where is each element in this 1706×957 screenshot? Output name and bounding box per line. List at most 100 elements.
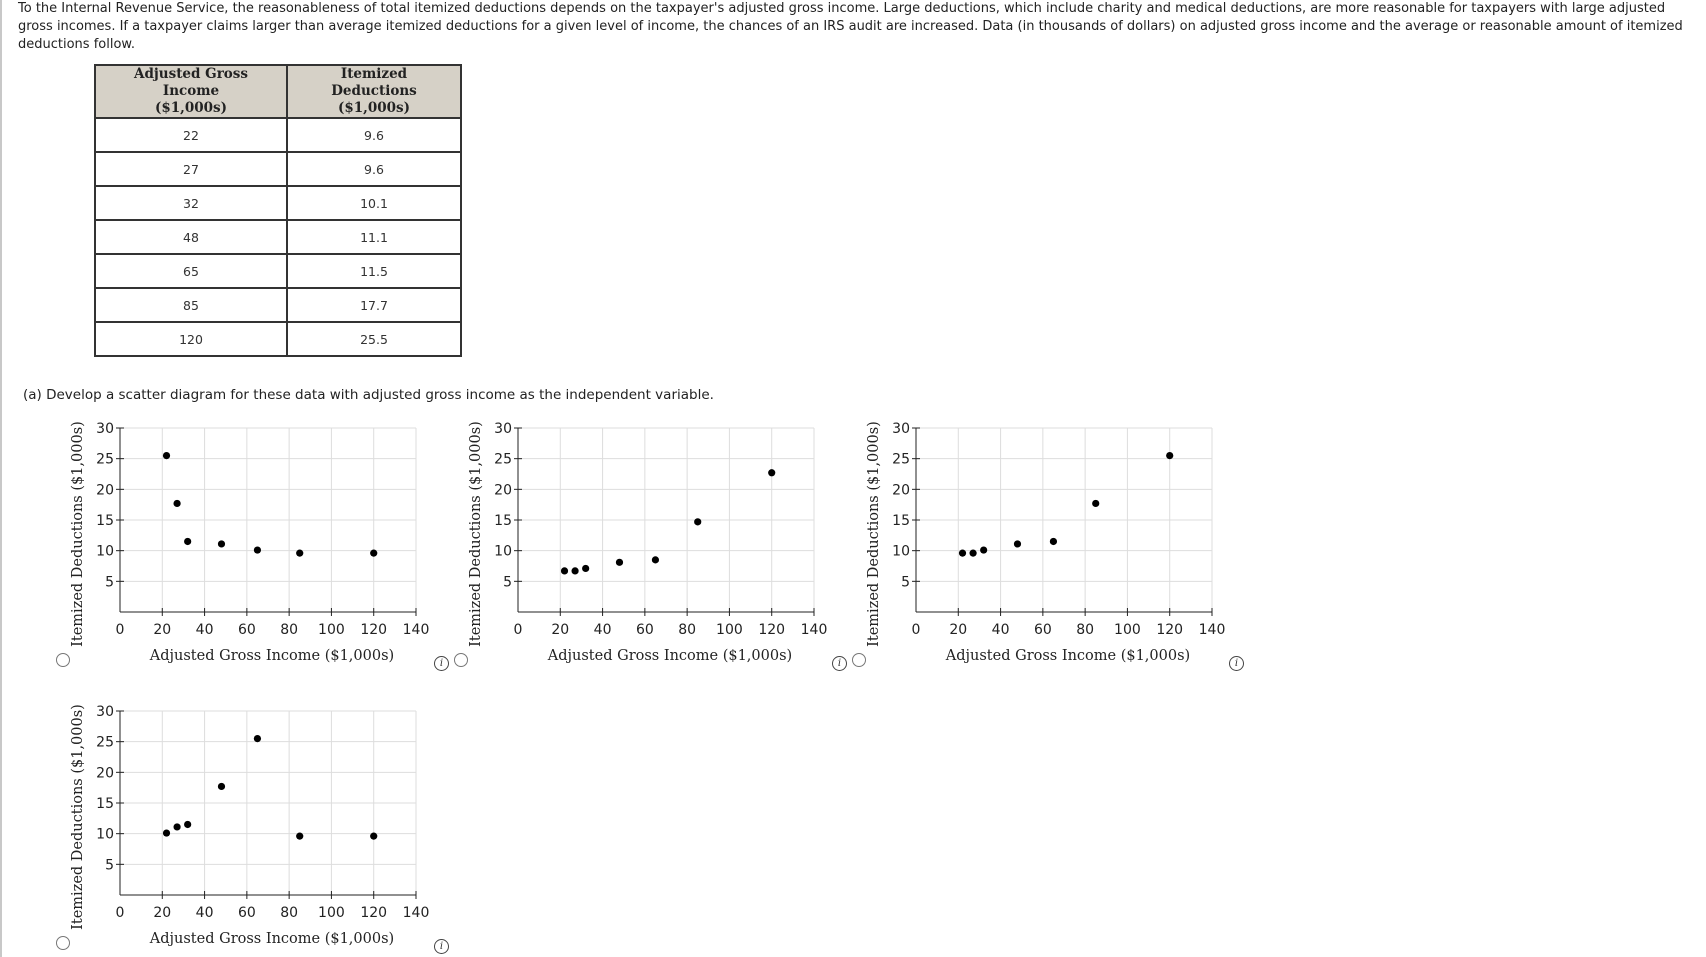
scatter-plot-option-3: 5 10 15 20 25 30 0 20 40 60 80 100 120 140 Adjusted Gr… bbox=[866, 421, 1226, 664]
data-point bbox=[1092, 499, 1100, 508]
y-axis-label: Itemized Deductions ($1,000s) bbox=[70, 704, 86, 930]
scatter-plot-option-4: 5 10 15 20 25 30 0 20 40 60 80 100 120 140 Adjusted Gr… bbox=[70, 704, 430, 947]
y-tick-label: 15 bbox=[96, 796, 114, 812]
data-point bbox=[296, 832, 304, 840]
x-tick-label: 0 bbox=[116, 905, 125, 921]
table-cell-deductions: 10.1 bbox=[286, 185, 462, 221]
x-tick-label: 0 bbox=[514, 622, 523, 638]
table-row: 32 10.1 bbox=[94, 185, 462, 221]
x-tick-label: 60 bbox=[238, 905, 256, 921]
y-tick-label: 25 bbox=[494, 452, 512, 468]
data-point bbox=[615, 558, 624, 566]
question-a-prompt: (a) Develop a scatter diagram for these … bbox=[23, 387, 714, 403]
y-tick-label: 25 bbox=[892, 452, 910, 468]
data-point bbox=[253, 735, 262, 743]
data-point bbox=[694, 518, 702, 526]
table-cell-income: 48 bbox=[94, 219, 288, 255]
table-cell-income: 65 bbox=[94, 253, 288, 289]
x-tick-label: 40 bbox=[992, 622, 1010, 638]
x-tick-label: 100 bbox=[1114, 622, 1141, 638]
y-tick-label: 5 bbox=[901, 574, 910, 590]
table-cell-income: 32 bbox=[94, 185, 288, 221]
option-2-info-icon[interactable]: i bbox=[832, 656, 847, 671]
x-axis-label: Adjusted Gross Income ($1,000s) bbox=[547, 648, 792, 664]
option-3-radio-button[interactable] bbox=[852, 653, 866, 667]
table-cell-income: 120 bbox=[94, 321, 288, 357]
left-border bbox=[0, 0, 2, 957]
y-tick-label: 30 bbox=[96, 421, 114, 437]
x-tick-label: 80 bbox=[1076, 622, 1094, 638]
option-2-radio-button[interactable] bbox=[454, 653, 468, 667]
y-tick-label: 25 bbox=[96, 735, 114, 751]
x-tick-label: 40 bbox=[196, 905, 214, 921]
table-row: 120 25.5 bbox=[94, 321, 462, 357]
data-point bbox=[173, 499, 181, 508]
data-point bbox=[184, 537, 192, 546]
x-tick-label: 60 bbox=[1034, 622, 1052, 638]
y-tick-label: 5 bbox=[105, 574, 114, 590]
table-cell-income: 27 bbox=[94, 151, 288, 187]
table-cell-deductions: 11.5 bbox=[286, 253, 462, 289]
data-point bbox=[217, 782, 226, 791]
option-1-radio-button[interactable] bbox=[56, 653, 70, 667]
option-1-info-icon[interactable]: i bbox=[434, 656, 449, 671]
table-row: 48 11.1 bbox=[94, 219, 462, 255]
table-row: 22 9.6 bbox=[94, 117, 462, 153]
x-tick-label: 140 bbox=[403, 905, 430, 921]
data-point bbox=[582, 564, 590, 573]
x-tick-label: 120 bbox=[1156, 622, 1183, 638]
x-tick-label: 120 bbox=[758, 622, 785, 638]
y-tick-label: 20 bbox=[494, 482, 512, 498]
table-cell-deductions: 11.1 bbox=[286, 219, 462, 255]
data-point bbox=[162, 829, 171, 837]
data-point bbox=[969, 549, 977, 557]
y-tick-label: 20 bbox=[892, 482, 910, 498]
x-tick-label: 20 bbox=[551, 622, 569, 638]
data-table: Adjusted Gross Income ($1,000s) Itemized… bbox=[94, 64, 462, 357]
x-tick-label: 40 bbox=[196, 622, 214, 638]
x-tick-label: 80 bbox=[280, 905, 298, 921]
data-point bbox=[253, 546, 262, 554]
y-tick-label: 30 bbox=[892, 421, 910, 437]
x-tick-label: 120 bbox=[360, 905, 387, 921]
data-point bbox=[217, 540, 226, 548]
x-tick-label: 120 bbox=[360, 622, 387, 638]
y-tick-label: 5 bbox=[503, 574, 512, 590]
y-tick-label: 15 bbox=[494, 513, 512, 529]
grid-lines bbox=[518, 427, 815, 612]
data-point bbox=[651, 556, 660, 564]
x-tick-label: 80 bbox=[678, 622, 696, 638]
grid-lines bbox=[120, 427, 417, 612]
x-tick-label: 0 bbox=[116, 622, 125, 638]
table-row: 65 11.5 bbox=[94, 253, 462, 289]
table-cell-deductions: 25.5 bbox=[286, 321, 462, 357]
x-tick-label: 80 bbox=[280, 622, 298, 638]
x-tick-label: 40 bbox=[594, 622, 612, 638]
x-tick-label: 20 bbox=[153, 622, 171, 638]
y-tick-label: 10 bbox=[96, 544, 114, 560]
y-tick-label: 10 bbox=[892, 544, 910, 560]
x-axis-label: Adjusted Gross Income ($1,000s) bbox=[945, 648, 1190, 664]
y-tick-label: 30 bbox=[96, 704, 114, 720]
data-point bbox=[184, 820, 192, 829]
x-tick-label: 140 bbox=[1199, 622, 1226, 638]
x-tick-label: 0 bbox=[912, 622, 921, 638]
table-cell-deductions: 9.6 bbox=[286, 117, 462, 153]
table-row: 85 17.7 bbox=[94, 287, 462, 323]
option-4-radio-button[interactable] bbox=[56, 936, 70, 950]
option-3-info-icon[interactable]: i bbox=[1229, 656, 1244, 671]
table-row: 27 9.6 bbox=[94, 151, 462, 187]
table-cell-deductions: 9.6 bbox=[286, 151, 462, 187]
column-header-income-line1: Adjusted Gross Income bbox=[133, 66, 249, 99]
column-header-income: Adjusted Gross Income ($1,000s) bbox=[94, 64, 288, 119]
option-4-info-icon[interactable]: i bbox=[434, 939, 449, 954]
y-tick-label: 20 bbox=[96, 482, 114, 498]
column-header-deductions: Itemized Deductions ($1,000s) bbox=[286, 64, 462, 119]
y-axis-label: Itemized Deductions ($1,000s) bbox=[866, 421, 882, 647]
data-point bbox=[560, 567, 569, 575]
data-point bbox=[958, 549, 967, 557]
column-header-income-line2: ($1,000s) bbox=[154, 100, 228, 116]
column-header-deductions-line1: Itemized Deductions bbox=[331, 66, 417, 99]
x-tick-label: 140 bbox=[801, 622, 828, 638]
x-tick-label: 20 bbox=[949, 622, 967, 638]
